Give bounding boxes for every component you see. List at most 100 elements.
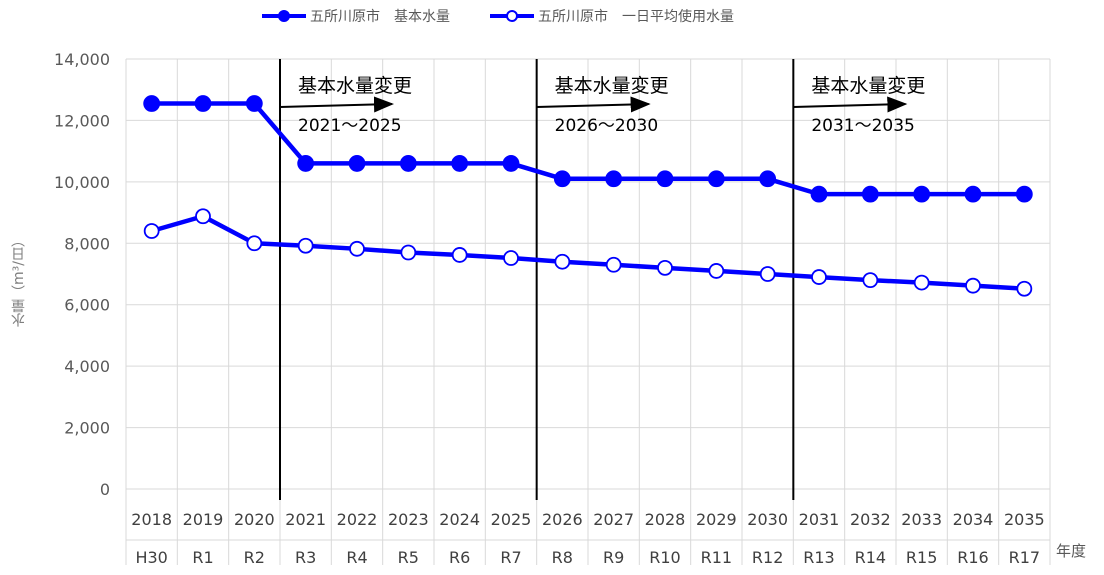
legend-swatch-hollow-line-icon <box>490 9 534 23</box>
annotation-arrow <box>279 96 394 113</box>
data-point-avg-usage <box>708 263 725 279</box>
x-tick-label-year: 2031 <box>799 510 840 529</box>
annotation-title: 基本水量変更 <box>298 75 412 97</box>
x-tick-label-era: R11 <box>701 548 732 567</box>
data-point-base-volume <box>553 170 571 188</box>
data-point-avg-usage <box>554 253 571 270</box>
x-tick-label-year: 2029 <box>696 510 737 529</box>
x-tick-label-era: R10 <box>649 548 680 567</box>
data-point-avg-usage <box>759 266 776 282</box>
annotation-period: 2026〜2030 <box>555 116 659 136</box>
data-point-avg-usage <box>400 244 417 261</box>
x-axis-title: 年度 <box>1056 542 1087 560</box>
y-tick-label: 10,000 <box>54 173 110 192</box>
x-tick-label-year: 2019 <box>183 510 224 529</box>
data-point-avg-usage <box>605 256 622 273</box>
annotation-title: 基本水量変更 <box>811 75 925 97</box>
x-tick-label-year: 2034 <box>953 510 994 529</box>
data-point-base-volume <box>297 155 315 172</box>
data-point-base-volume <box>810 185 828 203</box>
chart-legend: 五所川原市 基本水量 五所川原市 一日平均使用水量 <box>262 6 734 26</box>
data-point-avg-usage <box>913 274 930 291</box>
x-tick-label-era: R7 <box>500 548 521 567</box>
x-tick-label-year: 2022 <box>337 510 378 529</box>
x-tick-label-era: R8 <box>552 548 573 567</box>
data-point-avg-usage <box>862 272 879 289</box>
x-tick-label-year: 2018 <box>131 510 172 529</box>
y-tick-label: 6,000 <box>64 296 110 315</box>
data-point-base-volume <box>502 155 520 172</box>
annotation-period: 2031〜2035 <box>811 116 915 136</box>
data-point-base-volume <box>656 170 674 188</box>
data-point-avg-usage <box>503 250 519 266</box>
data-point-base-volume <box>605 170 623 188</box>
x-tick-label-era: R5 <box>398 548 419 567</box>
x-tick-label-era: R14 <box>855 548 886 567</box>
data-point-avg-usage <box>811 269 827 285</box>
data-point-base-volume <box>348 155 366 172</box>
x-tick-label-era: R2 <box>244 548 265 567</box>
data-point-avg-usage <box>451 247 468 263</box>
data-point-base-volume <box>194 95 212 112</box>
x-tick-label-era: R17 <box>1009 548 1040 567</box>
data-point-avg-usage <box>246 235 263 252</box>
annotation-arrow <box>793 96 908 113</box>
data-point-base-volume <box>1015 185 1033 203</box>
data-point-base-volume <box>707 170 725 188</box>
x-tick-label-era: R4 <box>346 548 367 567</box>
legend-label-base-volume: 五所川原市 基本水量 <box>310 9 450 25</box>
y-tick-label: 4,000 <box>64 357 110 376</box>
x-tick-label-year: 2030 <box>747 510 788 529</box>
series-line-base-volume <box>151 101 1025 197</box>
legend-swatch-filled-line-icon <box>262 9 306 23</box>
x-tick-label-year: 2024 <box>439 510 480 529</box>
x-tick-label-year: 2028 <box>645 510 686 529</box>
data-point-avg-usage <box>965 277 981 294</box>
x-tick-label-year: 2033 <box>901 510 942 529</box>
y-tick-label: 8,000 <box>64 234 110 253</box>
data-point-avg-usage <box>297 237 314 254</box>
x-tick-label-year: 2020 <box>234 510 275 529</box>
x-tick-label-era: R16 <box>957 548 988 567</box>
x-tick-label-year: 2027 <box>593 510 634 529</box>
legend-label-avg-usage: 五所川原市 一日平均使用水量 <box>538 9 734 25</box>
x-tick-label-era: R13 <box>803 548 834 567</box>
series-line-avg-usage <box>151 214 1025 291</box>
annotation-arrow <box>536 96 651 113</box>
data-point-avg-usage <box>195 208 211 225</box>
x-tick-label-era: R15 <box>906 548 937 567</box>
data-point-avg-usage <box>349 240 365 257</box>
x-tick-label-year: 2035 <box>1004 510 1045 529</box>
data-point-base-volume <box>913 185 931 203</box>
y-tick-label: 2,000 <box>64 419 110 438</box>
x-tick-label-era: R12 <box>752 548 783 567</box>
data-point-base-volume <box>861 185 879 203</box>
data-point-base-volume <box>399 155 417 172</box>
x-tick-label-year: 2025 <box>491 510 532 529</box>
x-tick-label-era: R3 <box>295 548 316 567</box>
x-tick-label-era: R1 <box>192 548 213 567</box>
y-tick-label: 14,000 <box>54 50 110 69</box>
x-tick-label-year: 2032 <box>850 510 891 529</box>
data-point-avg-usage <box>143 223 160 239</box>
data-point-base-volume <box>143 95 161 112</box>
data-point-base-volume <box>245 95 263 112</box>
legend-item-avg-usage: 五所川原市 一日平均使用水量 <box>490 6 734 26</box>
x-tick-label-era: H30 <box>135 548 167 567</box>
x-tick-label-era: R9 <box>603 548 624 567</box>
x-tick-label-era: R6 <box>449 548 470 567</box>
data-point-base-volume <box>759 170 777 188</box>
data-point-base-volume <box>451 155 469 172</box>
y-tick-label: 12,000 <box>54 111 110 130</box>
data-point-avg-usage <box>1016 280 1033 297</box>
annotation-title: 基本水量変更 <box>555 75 669 97</box>
x-tick-label-year: 2023 <box>388 510 429 529</box>
x-tick-label-year: 2026 <box>542 510 583 529</box>
y-tick-label: 0 <box>100 480 110 499</box>
data-point-base-volume <box>964 185 982 203</box>
legend-item-base-volume: 五所川原市 基本水量 <box>262 6 450 26</box>
x-tick-label-year: 2021 <box>285 510 326 529</box>
data-point-avg-usage <box>657 259 673 276</box>
annotation-period: 2021〜2025 <box>298 116 402 136</box>
